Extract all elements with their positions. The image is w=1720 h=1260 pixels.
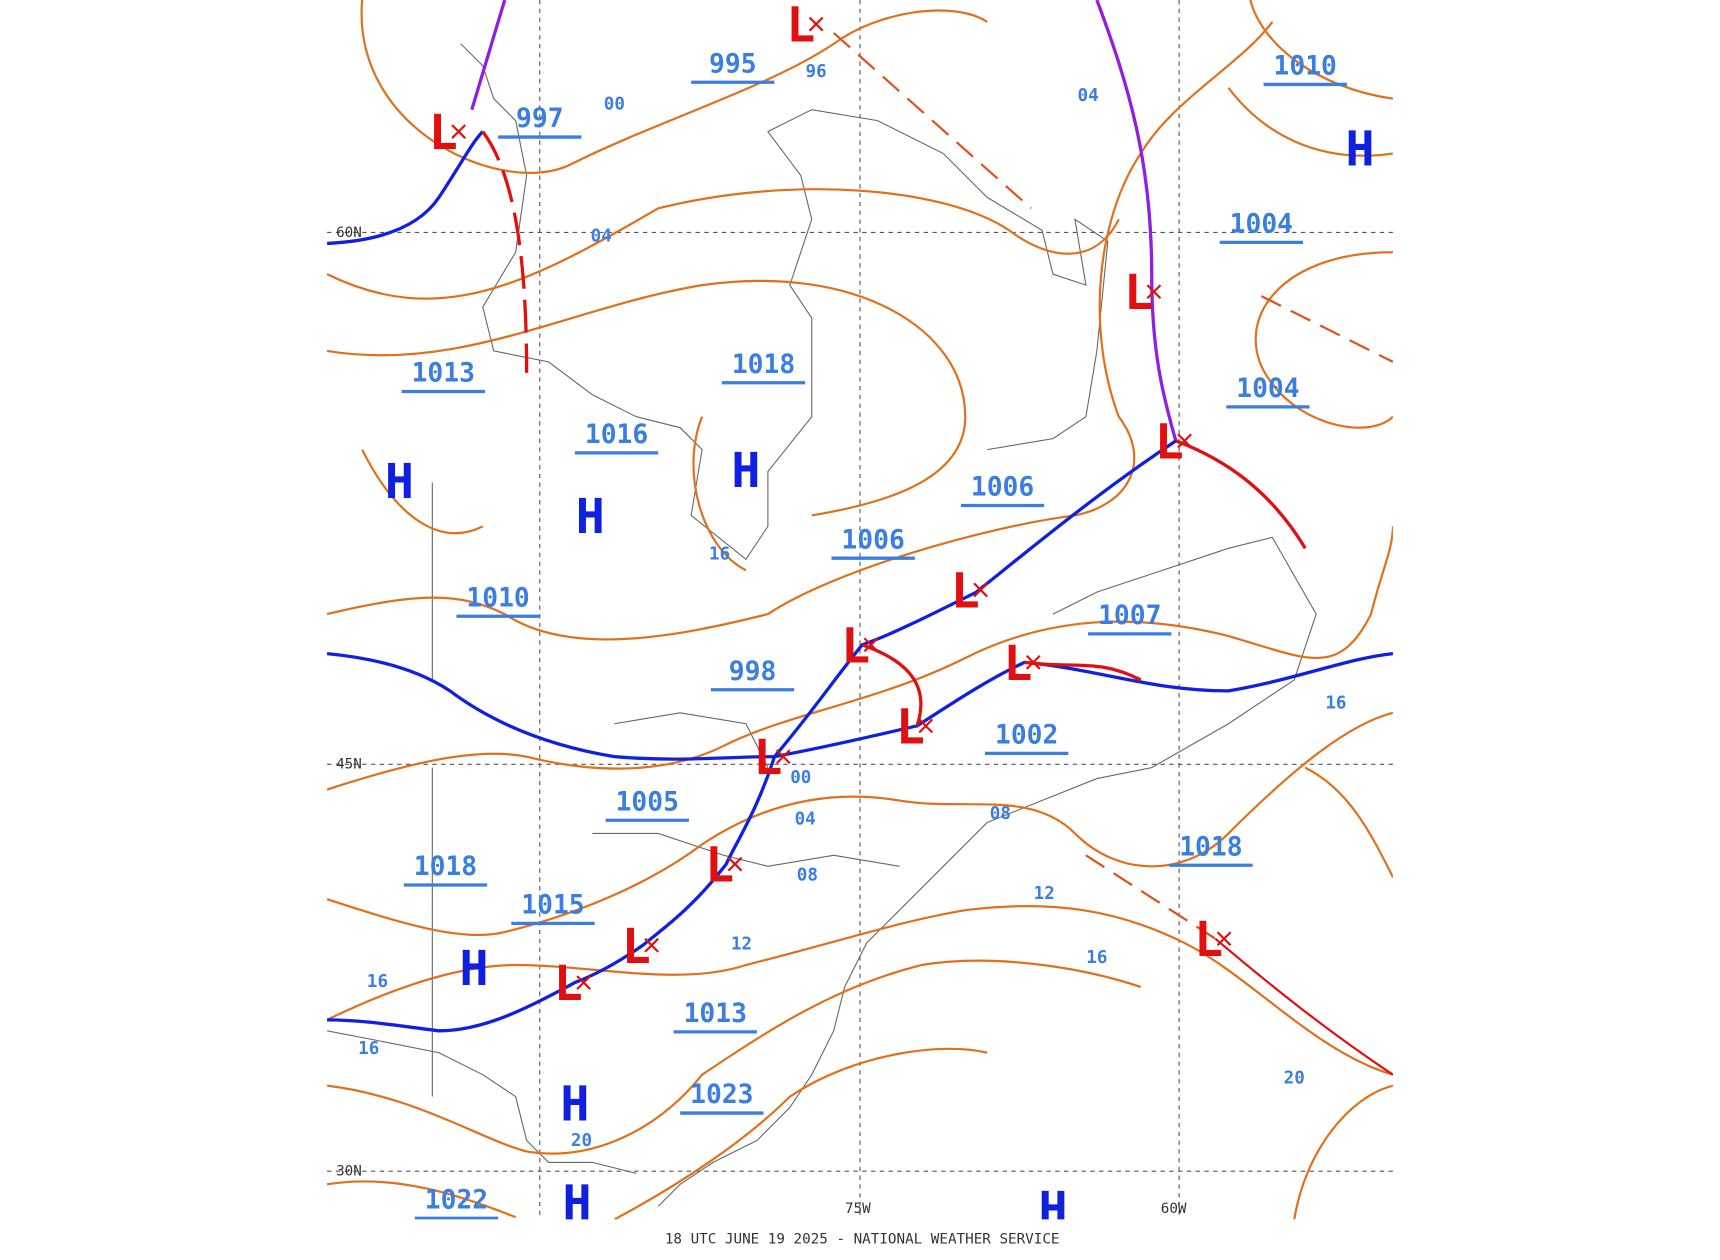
isobar-label: 1015 [521,890,584,920]
isobar-label: 1018 [414,852,477,882]
stationary-front [327,651,1393,761]
isobar-label: 1013 [684,999,747,1029]
isobar-label: 1023 [690,1080,753,1110]
high-pressure-center: H [560,1077,589,1133]
isobar-label: 1016 [585,420,648,450]
low-pressure-center: L [753,730,782,786]
longitude-label: 60W [1161,1201,1187,1217]
isobar-value: 16 [1086,948,1107,968]
low-center-marker [863,637,879,653]
isobar-value: 04 [795,810,816,830]
low-pressure-center: L [896,699,925,755]
isobar-value: 08 [797,866,818,886]
high-pressure-center: H [576,489,605,545]
isobar-label: 1018 [732,350,795,380]
low-center-marker [1216,931,1232,947]
longitude-label: 75W [845,1201,871,1217]
low-center-marker [973,582,988,598]
warm-front [481,130,529,373]
low-center-marker [775,749,791,765]
high-pressure-center: H [563,1175,592,1231]
cold-front [327,439,1177,1033]
warm-front [1175,439,1307,550]
low-center-marker [576,975,592,990]
low-pressure-center: L [705,838,734,894]
isobar-value: 04 [1078,86,1099,106]
low-pressure-center: L [622,919,651,975]
low-pressure-center: L [951,564,980,620]
isobar-label: 1010 [466,583,529,613]
low-pressure-center: L [1194,912,1223,968]
low-pressure-center: L [786,0,815,54]
low-pressure-center: L [1124,265,1153,321]
grid-lines [327,0,1393,1220]
latitude-label: 45N [336,757,362,773]
isobar-value: 16 [1325,693,1346,713]
high-pressure-center: H [1346,122,1375,178]
footer: 18 UTC JUNE 19 2025 - NATIONAL WEATHER S… [665,1232,1060,1248]
map-layer: 995 997 1010 1004 1013 1018 1004 1016 1006 1006 10… [327,0,1393,1238]
isobar-label: 1004 [1230,209,1293,239]
isobar-label: 1004 [1236,374,1299,404]
isobar-label: 1005 [616,787,679,817]
high-pressure-center: H [731,443,760,499]
isobar-label: 998 [729,657,777,687]
isobar-label: 1007 [1098,601,1161,631]
latitude-label: 30N [336,1164,362,1180]
isobar-label: 1013 [412,359,475,389]
isobar-value: 20 [571,1131,592,1151]
isobar-label: 1022 [425,1185,488,1215]
low-pressure-center: L [554,956,583,1012]
low-center-marker [808,16,824,32]
low-pressure-center: L [429,105,458,161]
latitude-label: 60N [336,225,362,241]
cold-front [327,130,484,246]
occluded-front [1095,0,1178,442]
coastlines [327,43,1317,1207]
isobar-value: 12 [1034,884,1055,904]
isobar-label: 1006 [841,525,904,555]
isobar-value: 16 [709,544,730,564]
isobar-value: 96 [806,62,827,82]
labels: 995 997 1010 1004 1013 1018 1004 1016 1006 1006 10… [336,0,1375,1238]
isobar-value: 08 [990,804,1011,824]
low-center-marker [727,856,743,872]
cold-front [1214,937,1393,1076]
low-pressure-center: L [1155,414,1184,470]
low-center-marker [1025,654,1041,670]
low-center-marker [1177,433,1192,449]
isobar-value: 00 [790,768,811,788]
isobar-value: 16 [358,1039,379,1059]
low-pressure-center: L [841,618,870,674]
low-pressure-center: L [1003,636,1032,692]
isobar-label: 997 [516,104,563,134]
low-center-marker [1146,284,1162,300]
isobar-value: 00 [604,95,625,115]
high-pressure-center: H [385,454,414,510]
isobar-label: 1010 [1274,52,1337,82]
isobar-value: 20 [1284,1068,1305,1088]
low-center-marker [918,718,934,734]
low-center-marker [644,937,659,953]
occluded-front [470,0,507,111]
isobar-label: 995 [709,49,757,79]
high-pressure-center: H [1038,1182,1067,1238]
isobar-value: 04 [591,226,612,246]
isobar-value: 16 [367,972,388,992]
isobars [327,0,1393,1220]
isobar-label: 1002 [995,720,1058,750]
isobar-label: 1006 [971,473,1034,503]
isobar-value: 12 [731,935,752,955]
high-pressure-center: H [459,941,488,997]
fronts [327,0,1393,1076]
low-center-marker [451,124,466,139]
isobar-label: 1018 [1179,832,1242,862]
trough [832,32,1393,940]
